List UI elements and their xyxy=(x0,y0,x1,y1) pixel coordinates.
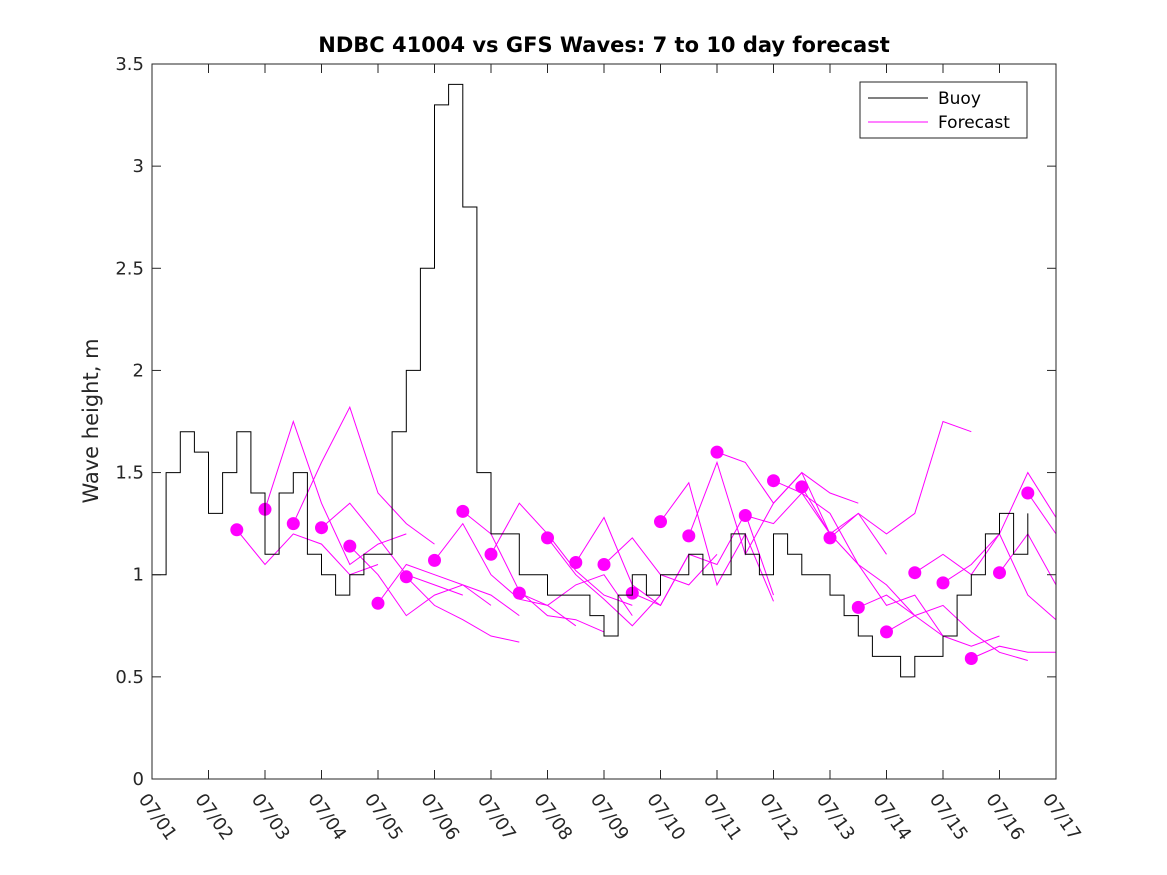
x-tick-label: 07/04 xyxy=(303,790,350,845)
forecast-initial-point xyxy=(230,523,244,537)
x-tick-label: 07/10 xyxy=(642,790,689,845)
forecast-run-line xyxy=(745,492,887,555)
forecast-initial-point xyxy=(512,586,526,600)
forecast-run-line xyxy=(349,545,492,617)
y-tick-label: 3.5 xyxy=(115,54,144,75)
forecast-initial-point xyxy=(286,517,300,531)
y-tick-label: 1.5 xyxy=(115,463,144,484)
forecast-run-line xyxy=(801,486,944,637)
x-tick-label: 07/16 xyxy=(981,790,1028,845)
forecast-run-line xyxy=(660,481,774,602)
y-tick-label: 2 xyxy=(133,360,144,381)
forecast-run-line xyxy=(321,502,463,596)
x-tick-label: 07/07 xyxy=(473,790,520,845)
forecast-initial-point xyxy=(738,509,752,522)
x-tick-label: 07/08 xyxy=(529,790,576,845)
x-tick-label: 07/05 xyxy=(360,790,407,845)
legend-forecast-label: Forecast xyxy=(938,113,1010,133)
forecast-initial-point xyxy=(908,566,922,580)
forecast-run-line xyxy=(716,451,859,504)
y-axis-label: Wave height, m xyxy=(79,338,103,503)
x-tick-label: 07/09 xyxy=(586,790,633,845)
forecast-initial-point xyxy=(428,553,441,567)
forecast-run-line xyxy=(264,419,407,566)
forecast-initial-point xyxy=(399,570,413,584)
forecast-initial-point xyxy=(1021,486,1035,500)
x-tick-label: 07/12 xyxy=(755,790,802,845)
forecast-initial-point xyxy=(541,531,554,545)
forecast-run-line xyxy=(292,405,435,545)
x-tick-label: 07/17 xyxy=(1038,790,1085,845)
forecast-initial-point xyxy=(880,625,893,639)
forecast-run-line xyxy=(462,511,605,633)
forecast-initial-point xyxy=(795,480,809,494)
forecast-initial-point xyxy=(993,566,1006,580)
x-tick-label: 07/01 xyxy=(134,790,181,845)
forecast-initial-point xyxy=(569,556,583,569)
buoy-observation-line xyxy=(152,83,1029,678)
forecast-initial-point xyxy=(456,504,470,518)
forecast-initial-point xyxy=(964,652,978,665)
legend-box xyxy=(859,81,1028,139)
chart-title: NDBC 41004 vs GFS Waves: 7 to 10 day for… xyxy=(318,33,889,57)
forecast-initial-point xyxy=(767,474,780,488)
series-layer xyxy=(152,83,1057,678)
forecast-initial-point xyxy=(371,596,385,610)
forecast-run-line xyxy=(377,563,520,617)
y-tick-label: 1 xyxy=(133,565,144,586)
x-tick-label: 07/02 xyxy=(190,790,237,845)
forecast-initial-point xyxy=(710,445,724,459)
forecast-run-line xyxy=(547,537,661,627)
x-tick-label: 07/15 xyxy=(925,790,972,845)
y-tick-label: 3 xyxy=(133,156,144,177)
x-tick-label: 07/03 xyxy=(247,790,294,845)
forecast-initial-point xyxy=(343,539,357,553)
x-tick-label: 07/11 xyxy=(699,790,746,845)
forecast-run-line xyxy=(434,522,577,627)
x-tick-label: 07/13 xyxy=(812,790,859,845)
x-tick-label: 07/14 xyxy=(868,790,915,845)
forecast-run-line xyxy=(405,576,520,643)
forecast-run-line xyxy=(971,645,1056,659)
x-tick-label: 07/06 xyxy=(416,790,463,845)
y-tick-label: 2.5 xyxy=(115,258,144,279)
forecast-run-line xyxy=(829,420,972,539)
forecast-run-line xyxy=(519,574,633,616)
forecast-initial-point xyxy=(597,558,611,571)
forecast-initial-point xyxy=(484,547,498,561)
legend-buoy-label: Buoy xyxy=(938,89,981,109)
y-tick-label: 0.5 xyxy=(115,667,144,688)
legend: Buoy Forecast xyxy=(859,81,1028,139)
forecast-initial-point xyxy=(682,529,696,543)
forecast-run-line xyxy=(858,594,1000,647)
forecast-initial-point xyxy=(315,521,328,535)
forecast-initial-point xyxy=(654,515,667,529)
forecast-initial-point xyxy=(851,600,865,614)
forecast-run-line xyxy=(490,502,633,606)
y-tick-label: 0 xyxy=(133,769,144,790)
plot-area xyxy=(152,64,1056,779)
forecast-initial-point xyxy=(823,531,837,545)
forecast-initial-point xyxy=(936,576,950,590)
forecast-run-line xyxy=(1027,492,1057,535)
